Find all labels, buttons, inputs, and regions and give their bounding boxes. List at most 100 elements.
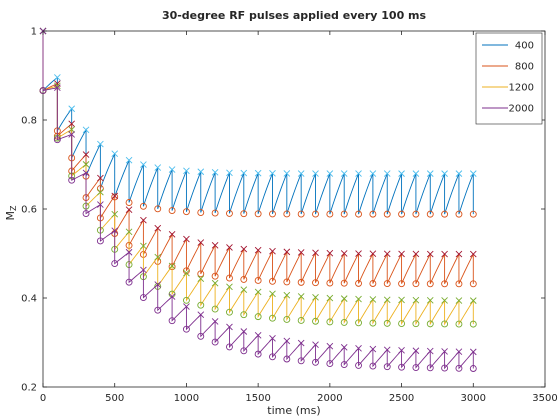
before-pulse-marker <box>154 281 162 288</box>
after-pulse-marker <box>297 317 305 324</box>
before-pulse-marker <box>283 337 291 345</box>
before-pulse-marker <box>82 161 90 168</box>
before-pulse-marker <box>297 249 305 256</box>
x-marker-stroke <box>97 188 104 196</box>
after-pulse-marker <box>111 260 119 268</box>
before-pulse-marker <box>369 170 377 177</box>
x-marker-stroke <box>326 294 334 302</box>
x-marker-stroke <box>455 170 463 177</box>
x-marker-stroke <box>441 297 448 304</box>
before-pulse-marker <box>326 170 334 177</box>
after-pulse-marker <box>240 347 248 355</box>
before-pulse-marker <box>140 242 147 250</box>
x-marker-stroke <box>297 170 305 177</box>
x-marker-stroke <box>355 295 362 303</box>
after-pulse-marker <box>254 350 262 358</box>
after-pulse-marker <box>254 313 262 321</box>
before-pulse-marker <box>68 131 76 138</box>
x-marker-stroke <box>383 250 391 258</box>
before-pulse-marker <box>211 169 219 176</box>
before-pulse-marker <box>154 164 162 171</box>
x-marker-stroke <box>455 348 463 355</box>
after-pulse-marker <box>383 319 391 327</box>
before-pulse-marker <box>412 296 420 304</box>
legend: 400 800 1200 2000 <box>475 32 543 125</box>
series-line-400 <box>42 31 474 215</box>
before-pulse-marker <box>355 295 362 303</box>
before-pulse-marker <box>297 170 305 177</box>
before-pulse-marker <box>125 248 133 256</box>
legend-box <box>475 32 543 125</box>
x-tick-label: 3500 <box>532 393 557 404</box>
after-pulse-marker <box>297 278 305 286</box>
before-pulse-marker <box>97 188 104 196</box>
before-pulse-marker <box>168 293 176 300</box>
before-pulse-marker <box>82 169 90 177</box>
x-marker-stroke <box>340 295 348 302</box>
before-pulse-marker <box>355 170 362 177</box>
before-pulse-marker <box>125 206 133 214</box>
x-marker-stroke <box>140 266 147 274</box>
x-axis-label: time (ms) <box>267 404 320 417</box>
before-pulse-marker <box>168 166 176 173</box>
before-pulse-marker <box>111 150 119 158</box>
x-marker-stroke <box>183 303 190 310</box>
before-pulse-marker <box>469 250 477 258</box>
before-pulse-marker <box>183 269 190 277</box>
after-pulse-marker <box>412 280 420 288</box>
before-pulse-marker <box>398 250 405 258</box>
before-pulse-marker <box>269 290 276 298</box>
before-pulse-marker <box>441 348 448 355</box>
before-pulse-marker <box>355 344 362 352</box>
after-pulse-marker <box>312 317 319 325</box>
before-pulse-marker <box>269 335 276 342</box>
y-axis-label: MZ <box>4 205 18 221</box>
y-tick-label: 0.2 <box>21 383 37 394</box>
x-marker-stroke <box>183 167 190 175</box>
before-pulse-marker <box>426 170 434 177</box>
x-marker-stroke <box>254 246 262 254</box>
plot-area: 0 500 1000 1500 2000 2500 3000 3500 0.2 0.4 0.6 0.8… <box>21 27 558 405</box>
before-pulse-marker <box>312 249 319 257</box>
x-marker-stroke <box>197 275 205 283</box>
before-pulse-marker <box>426 347 434 355</box>
before-pulse-marker <box>369 345 377 353</box>
x-marker-stroke <box>82 126 90 134</box>
x-marker-stroke <box>211 169 219 176</box>
before-pulse-marker <box>426 250 434 258</box>
before-pulse-marker <box>125 228 133 236</box>
before-pulse-marker <box>240 169 248 177</box>
x-marker-stroke <box>240 286 248 294</box>
after-pulse-marker <box>398 363 406 371</box>
before-pulse-marker <box>240 245 248 253</box>
after-pulse-marker <box>182 296 190 304</box>
after-pulse-marker <box>369 362 377 370</box>
x-marker-stroke <box>82 151 90 158</box>
after-pulse-marker <box>269 353 276 361</box>
after-pulse-marker <box>53 136 61 144</box>
before-pulse-marker <box>398 170 405 177</box>
x-marker-stroke <box>140 216 147 224</box>
after-pulse-marker <box>441 364 449 372</box>
after-pulse-marker <box>269 277 276 285</box>
before-pulse-marker <box>211 279 219 287</box>
before-pulse-marker <box>168 262 176 270</box>
before-pulse-marker <box>226 283 233 291</box>
before-pulse-marker <box>383 170 391 177</box>
x-marker-stroke <box>312 170 319 177</box>
x-marker-stroke <box>269 335 276 342</box>
y-tick-label: 0.6 <box>21 205 37 216</box>
x-marker-stroke <box>412 347 420 355</box>
x-marker-stroke <box>326 170 334 177</box>
after-pulse-marker <box>211 209 219 217</box>
before-pulse-marker <box>197 275 205 283</box>
x-marker-stroke <box>154 224 162 232</box>
after-pulse-marker <box>369 210 377 218</box>
x-marker-stroke <box>269 247 276 255</box>
after-pulse-marker <box>469 280 477 288</box>
before-pulse-marker <box>254 169 262 177</box>
before-pulse-marker <box>426 297 434 304</box>
before-pulse-marker <box>168 231 176 238</box>
x-tick-label: 0 <box>40 393 46 404</box>
x-marker-stroke <box>326 342 334 350</box>
